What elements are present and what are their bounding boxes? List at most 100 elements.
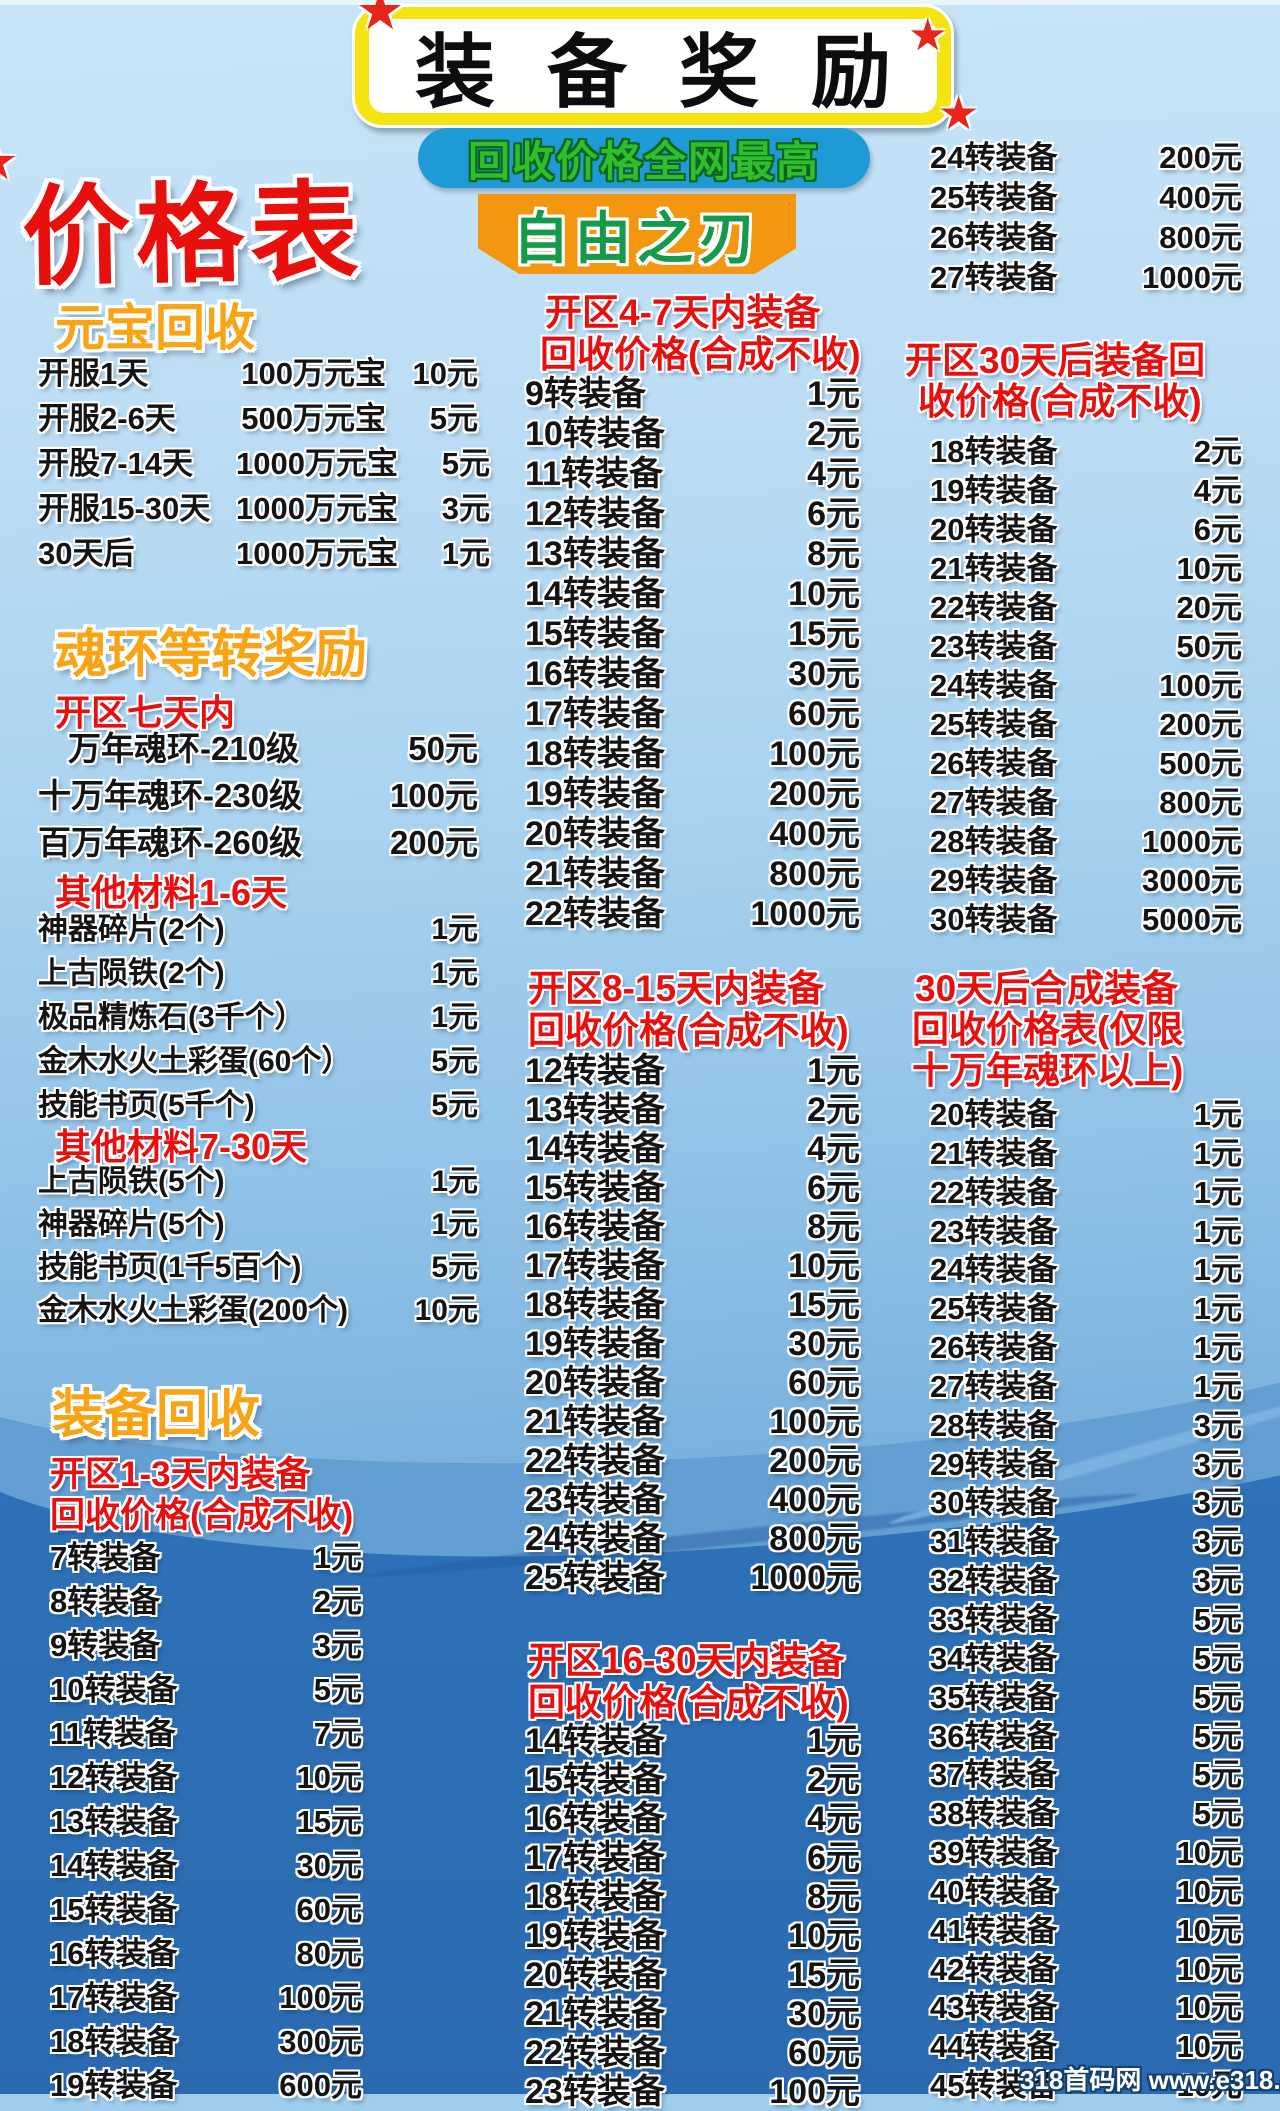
item-label: 18转装备 <box>525 1286 665 1324</box>
item-price: 800元 <box>769 855 860 893</box>
price-row: 18转装备 100元 <box>525 726 860 773</box>
price-row: 41转装备 10元 <box>930 1905 1242 1948</box>
item-label: 16转装备 <box>525 1208 665 1246</box>
item-price: 1元 <box>1193 1135 1242 1171</box>
price-row: 开股7-14天 1000万元宝 5元 <box>38 438 490 483</box>
item-price: 3元 <box>1193 1446 1242 1482</box>
item-label: 13转装备 <box>525 535 665 573</box>
item-price: 10元 <box>788 575 860 613</box>
price-row: 12转装备 6元 <box>525 486 860 533</box>
price-row: 24转装备 800元 <box>525 1511 860 1558</box>
item-label: 33转装备 <box>930 1601 1058 1637</box>
item-price: 1000元 <box>750 1559 860 1597</box>
item-price: 10元 <box>1176 1835 1242 1871</box>
item-label: 25转装备 <box>930 180 1058 215</box>
item-label: 16转装备 <box>525 655 665 693</box>
star-icon: ★ <box>938 87 980 139</box>
subheader-equip-1: 开区1-3天内装备 <box>50 1455 311 1494</box>
item-label: 17转装备 <box>525 695 665 733</box>
price-row: 23转装备 1元 <box>930 1206 1242 1249</box>
item-price: 5元 <box>1193 1718 1242 1754</box>
item-price: 1元 <box>1193 1174 1242 1210</box>
price-row: 20转装备 6元 <box>930 504 1242 547</box>
price-row: 21转装备 30元 <box>525 1986 860 2033</box>
subheader-synth-3: 十万年魂环以上) <box>912 1050 1184 1091</box>
item-price: 15元 <box>296 1804 362 1839</box>
item-label: 28转装备 <box>930 1407 1058 1443</box>
subheader-after30-1: 开区30天后装备回 <box>905 340 1206 381</box>
price-row: 神器碎片(2个) 1元 <box>38 904 478 948</box>
equip-rows-1-3day: 7转装备 1元 8转装备 2元 9转装备 3元 10转装备 5元 11转装备 7元 12转装备 10元… <box>50 1532 362 2104</box>
price-row: 25转装备 1000元 <box>525 1550 860 1597</box>
game-name-text: 自由之刃 <box>513 206 761 270</box>
item-label: 35转装备 <box>930 1679 1058 1715</box>
price-row: 极品精炼石(3千个） 1元 <box>38 992 478 1036</box>
item-label: 20转装备 <box>525 815 665 853</box>
price-row: 技能书页(1千5百个) 5元 <box>38 1242 478 1285</box>
price-row: 12转装备 1元 <box>525 1043 860 1090</box>
item-price: 1元 <box>807 375 860 413</box>
item-price: 100元 <box>769 1403 860 1441</box>
price-row: 31转装备 3元 <box>930 1516 1242 1559</box>
item-price: 3元 <box>1193 1524 1242 1560</box>
yuanbao-rows: 开服1天 100万元宝 10元 开服2-6天 500万元宝 5元 开股7-14天 1000万元… <box>38 348 490 573</box>
price-row: 32转装备 3元 <box>930 1555 1242 1598</box>
item-label: 11转装备 <box>525 455 663 493</box>
item-label: 17转装备 <box>50 1980 178 2015</box>
item-price: 3元 <box>441 491 490 526</box>
item-label: 上古陨铁(5个) <box>38 1165 225 1198</box>
item-price: 100元 <box>1159 668 1242 703</box>
item-label: 12转装备 <box>525 1052 665 1090</box>
item-label: 19转装备 <box>50 2068 178 2103</box>
price-row: 21转装备 800元 <box>525 846 860 893</box>
price-row: 33转装备 5元 <box>930 1594 1242 1637</box>
item-label: 21转装备 <box>525 1403 665 1441</box>
item-label: 极品精炼石(3千个） <box>38 1001 305 1034</box>
price-row: 20转装备 15元 <box>525 1947 860 1994</box>
item-price: 1元 <box>1193 1213 1242 1249</box>
item-price: 100元 <box>279 1980 362 2015</box>
item-label: 18转装备 <box>930 434 1058 469</box>
item-price: 2元 <box>807 1091 860 1129</box>
price-row: 19转装备 30元 <box>525 1316 860 1363</box>
price-row: 38转装备 5元 <box>930 1788 1242 1831</box>
material-rows-2: 上古陨铁(5个) 1元 神器碎片(5个) 1元 技能书页(1千5百个) 5元 金木水火土彩蛋… <box>38 1156 478 1328</box>
item-price: 100元 <box>389 777 478 814</box>
item-price: 10元 <box>412 356 478 391</box>
price-row: 19转装备 600元 <box>50 2060 362 2104</box>
item-price: 50元 <box>408 730 478 767</box>
price-row: 22转装备 20元 <box>930 582 1242 625</box>
item-price: 600元 <box>279 2068 362 2103</box>
item-price: 10元 <box>1176 1912 1242 1948</box>
page-title: 价格表 <box>21 171 366 298</box>
item-label: 7转装备 <box>50 1540 161 1575</box>
item-label: 技能书页(1千5百个) <box>38 1251 302 1284</box>
item-price: 3000元 <box>1142 863 1242 898</box>
item-price: 5元 <box>431 1089 478 1122</box>
item-label: 24转装备 <box>930 1252 1058 1288</box>
item-price: 1元 <box>1193 1252 1242 1288</box>
item-price: 5元 <box>1193 1757 1242 1793</box>
price-row: 22转装备 1元 <box>930 1167 1242 1210</box>
item-price: 2元 <box>313 1584 362 1619</box>
price-row: 22转装备 60元 <box>525 2025 860 2072</box>
star-icon: ★ <box>908 11 948 60</box>
item-price: 4元 <box>807 1800 860 1838</box>
price-row: 17转装备 100元 <box>50 1972 362 2016</box>
item-label: 41转装备 <box>930 1912 1058 1948</box>
price-row: 14转装备 30元 <box>50 1840 362 1884</box>
item-price: 200元 <box>769 1442 860 1480</box>
item-price: 5元 <box>429 401 478 436</box>
item-price: 6元 <box>807 1169 860 1207</box>
price-row: 26转装备 1元 <box>930 1322 1242 1365</box>
price-row: 13转装备 2元 <box>525 1082 860 1129</box>
item-label: 43转装备 <box>930 1990 1058 2026</box>
item-label: 12转装备 <box>525 495 665 533</box>
item-label: 25转装备 <box>525 1559 665 1597</box>
item-price: 800元 <box>1159 785 1242 820</box>
item-label: 14转装备 <box>525 1130 665 1168</box>
price-row: 30转装备 5000元 <box>930 894 1242 937</box>
price-row: 17转装备 10元 <box>525 1238 860 1285</box>
item-price: 3元 <box>1193 1563 1242 1599</box>
price-row: 43转装备 10元 <box>930 1982 1242 2025</box>
